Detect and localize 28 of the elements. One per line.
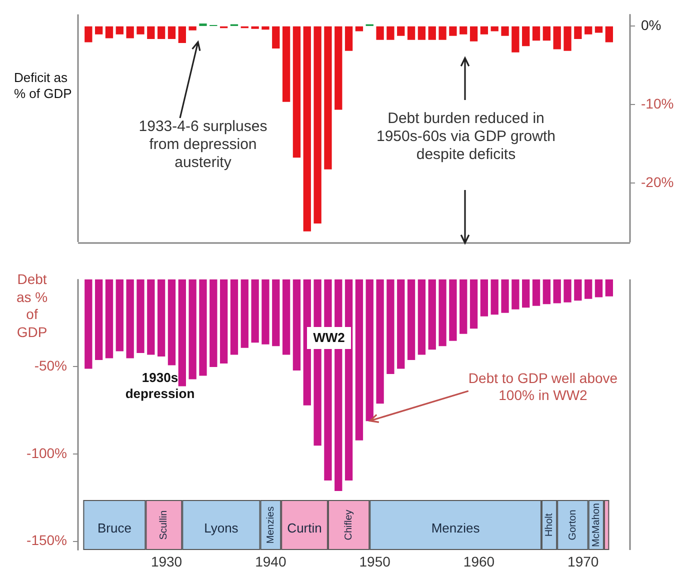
band-label: Curtin — [287, 520, 322, 536]
band-label: Lyons — [204, 520, 239, 536]
y-axis-title: Deficit as % of GDP — [14, 70, 73, 102]
y-tick-label: -20% — [641, 174, 674, 190]
annotation: WW2 — [307, 327, 351, 349]
band-label: Scullin — [158, 510, 170, 540]
annotation: 1933-4-6 surpluses from depression austerity — [138, 118, 268, 172]
x-tick-label: 1970 — [568, 553, 599, 570]
y-tick-label: 0% — [641, 17, 662, 34]
y-tick-label: -50% — [34, 358, 67, 374]
y-tick-label: -100% — [26, 444, 67, 461]
x-tick-label: 1950 — [359, 553, 391, 570]
x-tick-label: 1930 — [150, 553, 182, 570]
x-tick-label: 1940 — [255, 553, 286, 570]
band-label: Chifley — [344, 510, 355, 540]
y-tick-label: -150% — [26, 532, 67, 548]
band-label: Gorton — [567, 510, 578, 540]
annotation: Debt to GDP well above 100% in WW2 — [468, 370, 618, 404]
band-label: McMahon — [590, 503, 602, 547]
annotation: 1930s depression — [124, 370, 196, 402]
band-label: Menzies — [431, 520, 480, 536]
y-tick-label: -10% — [641, 96, 674, 112]
band-label: Menzies — [265, 506, 276, 544]
annotation: Debt burden reduced in 1950s-60s via GDP growth despite deficits — [376, 110, 556, 164]
x-tick-label: 1960 — [463, 553, 495, 570]
band-label: Bruce — [97, 520, 132, 536]
y-axis-title: Debt as % of GDP — [15, 271, 49, 341]
band-label: Hholt — [544, 513, 556, 537]
